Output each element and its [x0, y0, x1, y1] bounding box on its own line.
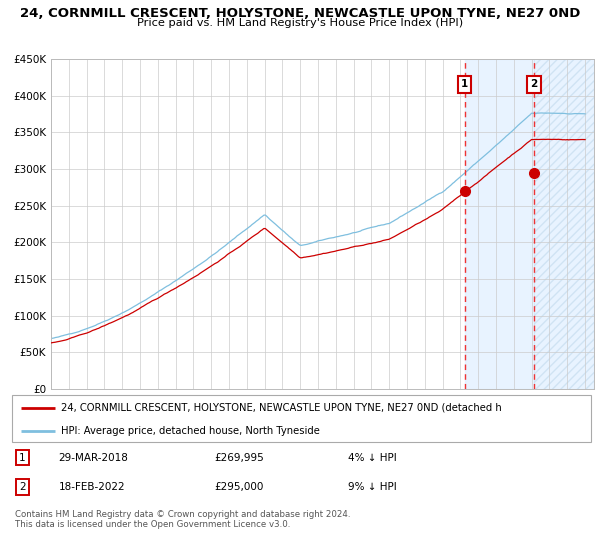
- FancyBboxPatch shape: [12, 395, 591, 442]
- Text: 4% ↓ HPI: 4% ↓ HPI: [348, 452, 397, 463]
- Text: £269,995: £269,995: [215, 452, 265, 463]
- Text: 9% ↓ HPI: 9% ↓ HPI: [348, 482, 397, 492]
- Bar: [534, 59, 594, 389]
- Text: 24, CORNMILL CRESCENT, HOLYSTONE, NEWCASTLE UPON TYNE, NE27 0ND (detached h: 24, CORNMILL CRESCENT, HOLYSTONE, NEWCAS…: [61, 403, 502, 413]
- Text: 24, CORNMILL CRESCENT, HOLYSTONE, NEWCASTLE UPON TYNE, NE27 0ND: 24, CORNMILL CRESCENT, HOLYSTONE, NEWCAS…: [20, 7, 580, 20]
- Text: 1: 1: [19, 452, 26, 463]
- Text: HPI: Average price, detached house, North Tyneside: HPI: Average price, detached house, Nort…: [61, 426, 320, 436]
- Text: 2: 2: [530, 80, 538, 90]
- Text: 29-MAR-2018: 29-MAR-2018: [58, 452, 128, 463]
- Bar: [465, 59, 594, 389]
- Text: £295,000: £295,000: [215, 482, 264, 492]
- Text: 2: 2: [19, 482, 26, 492]
- Text: 1: 1: [461, 80, 469, 90]
- Text: Contains HM Land Registry data © Crown copyright and database right 2024.
This d: Contains HM Land Registry data © Crown c…: [15, 510, 350, 529]
- Bar: [534, 59, 594, 389]
- Text: 18-FEB-2022: 18-FEB-2022: [58, 482, 125, 492]
- Text: Price paid vs. HM Land Registry's House Price Index (HPI): Price paid vs. HM Land Registry's House …: [137, 18, 463, 29]
